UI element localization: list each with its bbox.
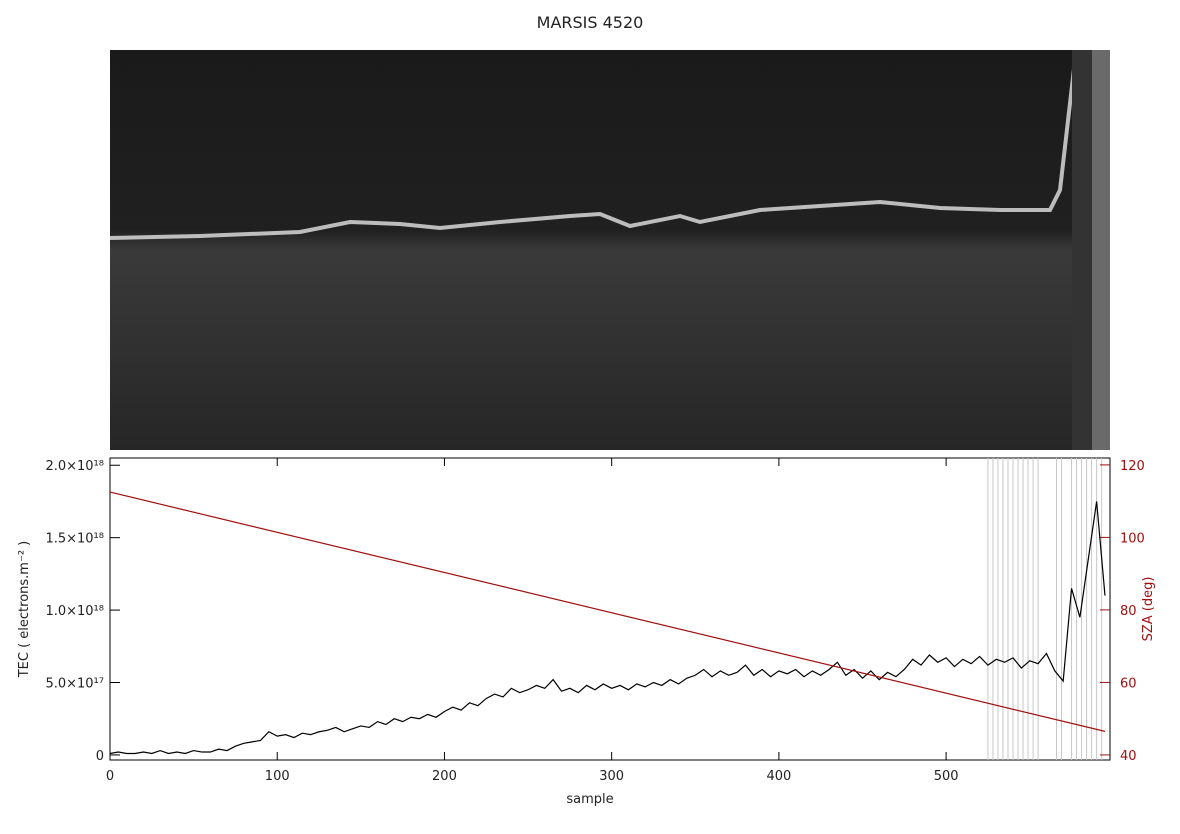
y2-tick-label: 60 xyxy=(1120,676,1137,691)
y2-tick-label: 40 xyxy=(1120,749,1137,764)
x-axis-label: sample xyxy=(566,792,613,807)
radargram-image xyxy=(110,50,1110,450)
y2-tick-label: 80 xyxy=(1120,604,1137,619)
y2-tick-label: 120 xyxy=(1120,459,1145,474)
x-tick-label: 400 xyxy=(766,769,791,784)
surface-echo xyxy=(109,59,1077,240)
y-tick-label: 0 xyxy=(96,749,104,764)
y-tick-label: 5.0×10¹⁷ xyxy=(45,677,104,692)
y-tick-label: 1.0×10¹⁸ xyxy=(45,604,104,619)
x-tick-label: 200 xyxy=(432,769,457,784)
y-axis-label: TEC ( electrons.m⁻² ) xyxy=(17,541,32,679)
chart-title: MARSIS 4520 xyxy=(537,13,644,32)
radargram-strip xyxy=(1092,50,1110,450)
series-line xyxy=(109,491,1106,732)
y2-tick-label: 100 xyxy=(1120,531,1145,546)
series-line xyxy=(109,501,1106,755)
x-tick-label: 500 xyxy=(934,769,959,784)
radargram-edge xyxy=(1072,50,1092,450)
y-tick-label: 2.0×10¹⁸ xyxy=(45,459,104,474)
y2-axis-label: SZA (deg) xyxy=(1141,577,1156,642)
plot-frame xyxy=(109,457,1111,761)
x-tick-label: 300 xyxy=(599,769,624,784)
y-tick-label: 1.5×10¹⁸ xyxy=(45,532,104,547)
x-tick-label: 100 xyxy=(265,769,290,784)
radargram xyxy=(109,50,1110,450)
x-tick-label: 0 xyxy=(106,769,114,784)
